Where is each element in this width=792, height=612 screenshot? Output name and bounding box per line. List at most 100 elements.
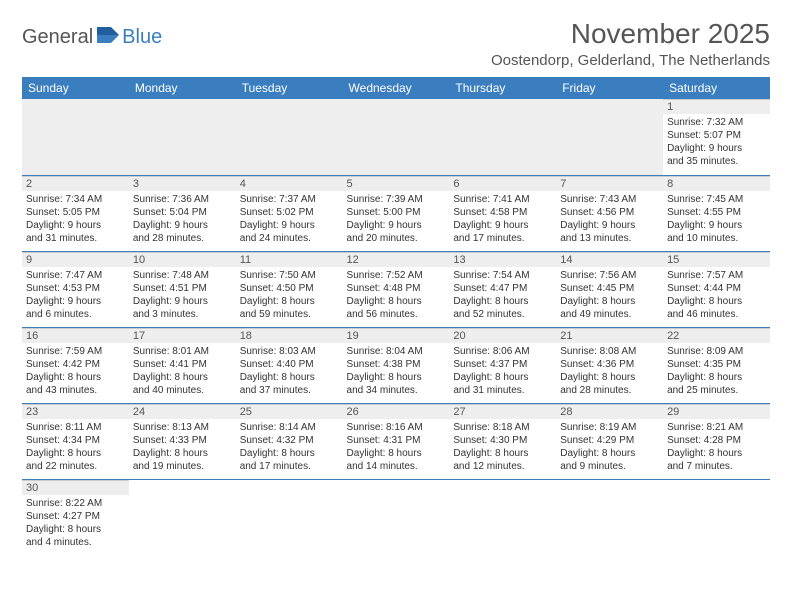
calendar-cell: [129, 479, 236, 555]
weekday-header: Thursday: [449, 77, 556, 99]
daylight-line-2: and 31 minutes.: [26, 232, 125, 245]
calendar-cell: 14Sunrise: 7:56 AMSunset: 4:45 PMDayligh…: [556, 251, 663, 327]
daylight-line-2: and 59 minutes.: [240, 308, 339, 321]
calendar-cell: 20Sunrise: 8:06 AMSunset: 4:37 PMDayligh…: [449, 327, 556, 403]
sunrise-line: Sunrise: 7:32 AM: [667, 116, 766, 129]
day-number: 20: [449, 328, 556, 343]
daylight-line-2: and 40 minutes.: [133, 384, 232, 397]
sunset-line: Sunset: 4:51 PM: [133, 282, 232, 295]
sunset-line: Sunset: 4:56 PM: [560, 206, 659, 219]
daylight-line-2: and 25 minutes.: [667, 384, 766, 397]
daylight-line-2: and 20 minutes.: [347, 232, 446, 245]
daylight-line-2: and 34 minutes.: [347, 384, 446, 397]
daylight-line-2: and 43 minutes.: [26, 384, 125, 397]
daylight-line-1: Daylight: 8 hours: [453, 447, 552, 460]
title-block: November 2025 Oostendorp, Gelderland, Th…: [491, 18, 770, 69]
sunset-line: Sunset: 4:53 PM: [26, 282, 125, 295]
calendar-cell: 2Sunrise: 7:34 AMSunset: 5:05 PMDaylight…: [22, 175, 129, 251]
day-number: 21: [556, 328, 663, 343]
sunrise-line: Sunrise: 7:47 AM: [26, 269, 125, 282]
daylight-line-2: and 6 minutes.: [26, 308, 125, 321]
sunset-line: Sunset: 4:37 PM: [453, 358, 552, 371]
daylight-line-2: and 28 minutes.: [133, 232, 232, 245]
sunrise-line: Sunrise: 7:45 AM: [667, 193, 766, 206]
daylight-line-1: Daylight: 9 hours: [26, 219, 125, 232]
day-number: 23: [22, 404, 129, 419]
calendar-cell: [663, 479, 770, 555]
calendar-cell: 15Sunrise: 7:57 AMSunset: 4:44 PMDayligh…: [663, 251, 770, 327]
daylight-line-1: Daylight: 9 hours: [453, 219, 552, 232]
sunset-line: Sunset: 4:42 PM: [26, 358, 125, 371]
day-number: 6: [449, 176, 556, 191]
calendar-cell: 27Sunrise: 8:18 AMSunset: 4:30 PMDayligh…: [449, 403, 556, 479]
calendar-cell: 26Sunrise: 8:16 AMSunset: 4:31 PMDayligh…: [343, 403, 450, 479]
sunrise-line: Sunrise: 8:03 AM: [240, 345, 339, 358]
daylight-line-1: Daylight: 8 hours: [133, 371, 232, 384]
calendar-row: 1Sunrise: 7:32 AMSunset: 5:07 PMDaylight…: [22, 99, 770, 175]
day-number: 3: [129, 176, 236, 191]
calendar-cell: [343, 99, 450, 175]
daylight-line-2: and 13 minutes.: [560, 232, 659, 245]
daylight-line-1: Daylight: 9 hours: [26, 295, 125, 308]
day-number: 16: [22, 328, 129, 343]
month-title: November 2025: [491, 18, 770, 50]
sunset-line: Sunset: 4:33 PM: [133, 434, 232, 447]
calendar-cell: 8Sunrise: 7:45 AMSunset: 4:55 PMDaylight…: [663, 175, 770, 251]
day-number: 26: [343, 404, 450, 419]
sunset-line: Sunset: 4:58 PM: [453, 206, 552, 219]
day-number: 10: [129, 252, 236, 267]
sunset-line: Sunset: 4:41 PM: [133, 358, 232, 371]
sunrise-line: Sunrise: 8:18 AM: [453, 421, 552, 434]
daylight-line-1: Daylight: 8 hours: [667, 295, 766, 308]
daylight-line-2: and 24 minutes.: [240, 232, 339, 245]
sunrise-line: Sunrise: 8:19 AM: [560, 421, 659, 434]
sunrise-line: Sunrise: 7:54 AM: [453, 269, 552, 282]
sunset-line: Sunset: 4:36 PM: [560, 358, 659, 371]
sunset-line: Sunset: 5:07 PM: [667, 129, 766, 142]
logo-flag-icon: [97, 26, 119, 49]
sunset-line: Sunset: 5:04 PM: [133, 206, 232, 219]
calendar-cell: [129, 99, 236, 175]
sunrise-line: Sunrise: 8:08 AM: [560, 345, 659, 358]
day-number: 5: [343, 176, 450, 191]
sunrise-line: Sunrise: 7:52 AM: [347, 269, 446, 282]
daylight-line-2: and 17 minutes.: [240, 460, 339, 473]
day-number: 14: [556, 252, 663, 267]
sunrise-line: Sunrise: 8:11 AM: [26, 421, 125, 434]
calendar-row: 30Sunrise: 8:22 AMSunset: 4:27 PMDayligh…: [22, 479, 770, 555]
daylight-line-2: and 9 minutes.: [560, 460, 659, 473]
sunset-line: Sunset: 4:29 PM: [560, 434, 659, 447]
sunset-line: Sunset: 5:05 PM: [26, 206, 125, 219]
daylight-line-1: Daylight: 8 hours: [26, 371, 125, 384]
sunset-line: Sunset: 4:28 PM: [667, 434, 766, 447]
sunset-line: Sunset: 4:32 PM: [240, 434, 339, 447]
calendar-cell: 7Sunrise: 7:43 AMSunset: 4:56 PMDaylight…: [556, 175, 663, 251]
day-number: 4: [236, 176, 343, 191]
day-number: 27: [449, 404, 556, 419]
daylight-line-1: Daylight: 9 hours: [560, 219, 659, 232]
calendar-cell: 3Sunrise: 7:36 AMSunset: 5:04 PMDaylight…: [129, 175, 236, 251]
day-number: 29: [663, 404, 770, 419]
sunrise-line: Sunrise: 8:21 AM: [667, 421, 766, 434]
daylight-line-1: Daylight: 8 hours: [667, 371, 766, 384]
daylight-line-1: Daylight: 9 hours: [240, 219, 339, 232]
sunrise-line: Sunrise: 7:43 AM: [560, 193, 659, 206]
sunset-line: Sunset: 4:38 PM: [347, 358, 446, 371]
sunset-line: Sunset: 4:40 PM: [240, 358, 339, 371]
weekday-header: Monday: [129, 77, 236, 99]
calendar-cell: 21Sunrise: 8:08 AMSunset: 4:36 PMDayligh…: [556, 327, 663, 403]
daylight-line-1: Daylight: 9 hours: [347, 219, 446, 232]
daylight-line-1: Daylight: 8 hours: [667, 447, 766, 460]
day-number: 24: [129, 404, 236, 419]
sunrise-line: Sunrise: 8:22 AM: [26, 497, 125, 510]
weekday-header-row: Sunday Monday Tuesday Wednesday Thursday…: [22, 77, 770, 99]
daylight-line-2: and 35 minutes.: [667, 155, 766, 168]
calendar-cell: 25Sunrise: 8:14 AMSunset: 4:32 PMDayligh…: [236, 403, 343, 479]
daylight-line-2: and 10 minutes.: [667, 232, 766, 245]
calendar-cell: [556, 479, 663, 555]
sunrise-line: Sunrise: 7:56 AM: [560, 269, 659, 282]
day-number: 15: [663, 252, 770, 267]
day-number: 1: [663, 99, 770, 114]
day-number: 22: [663, 328, 770, 343]
sunrise-line: Sunrise: 7:41 AM: [453, 193, 552, 206]
